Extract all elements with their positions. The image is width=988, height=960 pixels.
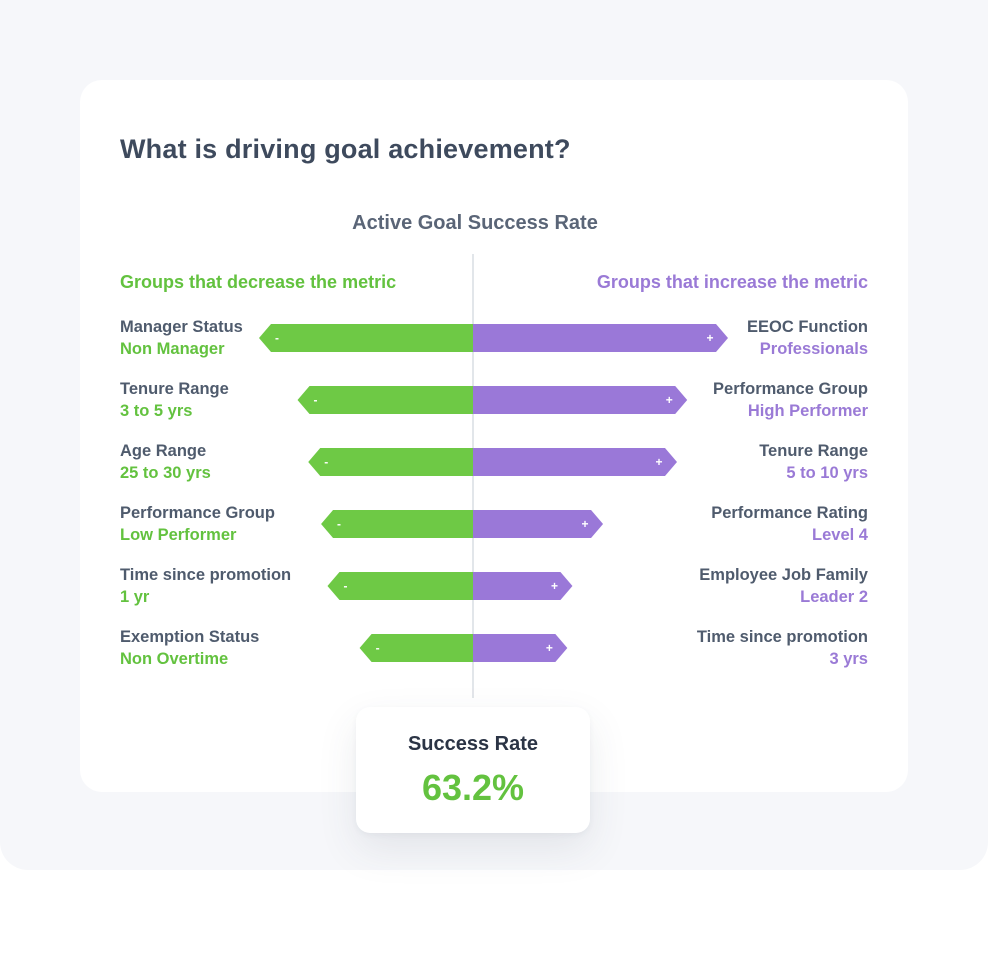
decrease-heading: Groups that decrease the metric <box>120 272 397 292</box>
group-name: Tenure Range <box>759 442 868 460</box>
diverging-bar-chart: - - - - - - + + + + + + <box>259 254 728 698</box>
plus-sign: + <box>551 579 558 593</box>
group-name: EEOC Function <box>747 318 868 336</box>
group-value: Professionals <box>759 340 868 358</box>
group-value: High Performer <box>747 402 868 420</box>
group-name: Employee Job Family <box>699 566 868 584</box>
group-name: Tenure Range <box>120 380 229 398</box>
increase-bar <box>473 572 573 600</box>
decrease-row-label: Performance Group Low Performer <box>120 502 275 546</box>
increase-bar <box>473 386 688 414</box>
group-value: Non Manager <box>120 340 225 358</box>
group-value: 25 to 30 yrs <box>120 464 211 482</box>
decrease-bar <box>308 448 473 476</box>
increase-bar <box>473 448 677 476</box>
plus-sign: + <box>546 641 553 655</box>
decrease-bar <box>327 572 473 600</box>
group-name: Exemption Status <box>120 628 260 646</box>
increase-row-label: Performance Group High Performer <box>713 378 868 422</box>
group-value: 3 to 5 yrs <box>120 402 193 420</box>
group-value: Low Performer <box>120 526 237 544</box>
increase-heading: Groups that increase the metric <box>596 272 868 292</box>
decrease-bar <box>259 324 473 352</box>
group-value: Level 4 <box>812 526 868 544</box>
increase-row-label: EEOC Function Professionals <box>747 316 868 360</box>
minus-sign: - <box>337 517 341 531</box>
driver-card: What is driving goal achievement? Active… <box>80 80 908 792</box>
card-title: What is driving goal achievement? <box>120 134 571 164</box>
group-value: 3 yrs <box>829 650 868 668</box>
minus-sign: - <box>376 641 380 655</box>
success-rate-value: 63.2% <box>421 767 525 808</box>
plus-sign: + <box>666 393 673 407</box>
minus-sign: - <box>275 331 279 345</box>
decrease-row-label: Time since promotion 1 yr <box>120 564 291 608</box>
decrease-bar <box>321 510 473 538</box>
group-value: 5 to 10 yrs <box>786 464 868 482</box>
group-name: Performance Group <box>120 504 275 522</box>
decrease-row-label: Manager Status Non Manager <box>120 316 243 360</box>
group-name: Time since promotion <box>696 628 868 646</box>
decrease-row-label: Age Range 25 to 30 yrs <box>120 440 211 484</box>
increase-bar <box>473 324 728 352</box>
group-value: Leader 2 <box>800 588 868 606</box>
chart-title: Active Goal Success Rate <box>352 212 598 234</box>
minus-sign: - <box>324 455 328 469</box>
decrease-bar <box>359 634 473 662</box>
minus-sign: - <box>343 579 347 593</box>
decrease-bar <box>297 386 473 414</box>
group-name: Performance Rating <box>711 504 868 522</box>
group-name: Age Range <box>120 442 207 460</box>
minus-sign: - <box>314 393 318 407</box>
plus-sign: + <box>582 517 589 531</box>
increase-row-label: Employee Job Family Leader 2 <box>699 564 868 608</box>
decrease-row-label: Exemption Status Non Overtime <box>120 626 259 670</box>
increase-row-label: Performance Rating Level 4 <box>711 502 868 546</box>
group-value: 1 yr <box>120 588 150 606</box>
decrease-row-label: Tenure Range 3 to 5 yrs <box>120 378 229 422</box>
group-name: Time since promotion <box>120 566 292 584</box>
group-name: Manager Status <box>120 318 243 336</box>
group-name: Performance Group <box>713 380 868 398</box>
plus-sign: + <box>706 331 713 345</box>
increase-bar <box>473 510 604 538</box>
increase-bar <box>473 634 568 662</box>
success-rate-card: Success Rate 63.2% <box>356 707 590 833</box>
increase-row-label: Time since promotion 3 yrs <box>697 626 868 670</box>
plus-sign: + <box>655 455 662 469</box>
success-rate-label: Success Rate <box>407 733 539 755</box>
group-value: Non Overtime <box>120 650 229 668</box>
increase-row-label: Tenure Range 5 to 10 yrs <box>759 440 868 484</box>
